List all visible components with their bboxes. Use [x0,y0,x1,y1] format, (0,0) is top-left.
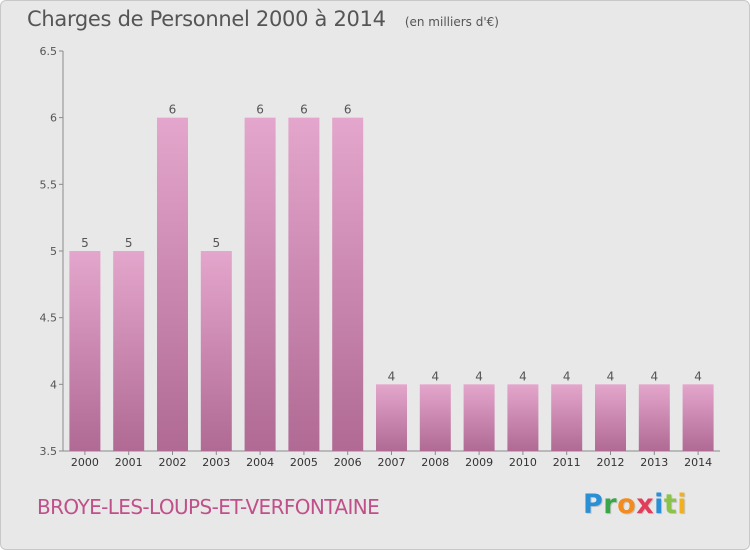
bar [419,384,451,451]
bar [376,384,407,451]
bar [288,117,320,452]
x-tick-label: 2001 [115,456,143,469]
proxiti-logo[interactable]: Proxiti [583,489,687,520]
x-tick-label: 2000 [71,456,99,469]
data-label: 4 [519,369,527,383]
y-tick-label: 4.5 [40,312,58,325]
data-label: 6 [169,103,177,117]
data-label: 4 [475,369,483,383]
y-tick-label: 5.5 [40,178,58,191]
data-label: 5 [125,236,133,250]
x-tick-label: 2006 [334,456,362,469]
chart-subtitle: (en milliers d'€) [404,15,499,29]
logo-letter: t [663,489,678,520]
x-tick-label: 2014 [684,456,712,469]
data-label: 6 [300,103,308,117]
bar [244,117,276,452]
commune-name: BROYE-LES-LOUPS-ET-VERFONTAINE [37,495,380,519]
x-tick-label: 2005 [290,456,318,469]
x-tick-label: 2002 [159,456,187,469]
logo-letter: P [583,489,604,520]
bar [463,384,495,451]
data-label: 4 [607,369,615,383]
data-label: 4 [650,369,658,383]
y-tick-label: 5 [50,245,57,258]
data-label: 4 [563,369,571,383]
bar [113,251,145,451]
title-row: Charges de Personnel 2000 à 2014 (en mil… [27,7,499,31]
bar [638,384,670,451]
logo-letter: i [654,489,664,520]
y-tick-label: 6 [50,112,57,125]
x-tick-label: 2004 [246,456,274,469]
bar [507,384,539,451]
x-tick-label: 2007 [378,456,406,469]
bar [595,384,626,451]
data-label: 4 [388,369,396,383]
bar [200,251,232,451]
logo-letter: i [677,489,688,520]
logo-letter: o [617,489,637,520]
data-label: 6 [256,103,264,117]
bar [69,251,101,451]
bar [157,117,188,452]
x-tick-label: 2010 [509,456,537,469]
x-tick-label: 2011 [553,456,581,469]
y-tick-label: 4 [50,378,57,391]
x-tick-label: 2012 [597,456,625,469]
chart-title: Charges de Personnel 2000 à 2014 [27,7,386,31]
bar [551,384,583,451]
logo-letter: r [603,489,618,520]
data-label: 5 [81,236,89,250]
x-tick-label: 2013 [640,456,668,469]
y-tick-label: 6.5 [40,45,58,58]
logo-letter: x [636,489,655,520]
x-tick-label: 2008 [421,456,449,469]
y-tick-label: 3.5 [40,445,58,458]
bar [332,117,364,452]
data-label: 5 [212,236,220,250]
bar [682,384,714,451]
data-label: 4 [431,369,439,383]
data-label: 4 [694,369,702,383]
x-tick-label: 2009 [465,456,493,469]
x-tick-label: 2003 [202,456,230,469]
data-label: 6 [344,103,352,117]
